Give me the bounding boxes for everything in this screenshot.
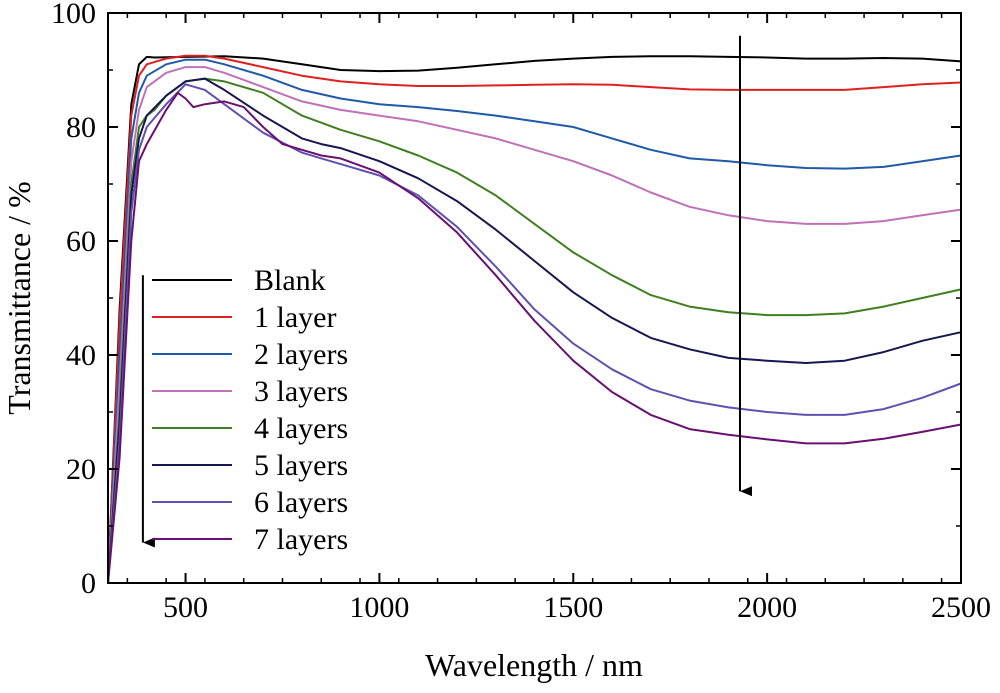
series-line-7 xyxy=(107,91,962,584)
legend-label-3: 3 layers xyxy=(254,375,348,408)
series-line-2 xyxy=(107,58,962,584)
legend-label-2: 2 layers xyxy=(254,338,348,371)
series-line-1 xyxy=(107,54,962,584)
arrow-layer xyxy=(141,35,752,548)
x-tick-label: 500 xyxy=(163,591,208,624)
y-tick-label: 0 xyxy=(81,567,96,600)
y-tick-label: 80 xyxy=(66,111,96,144)
legend-label-4: 4 layers xyxy=(254,412,348,445)
legend-label-0: Blank xyxy=(254,264,326,297)
series-line-5 xyxy=(107,77,962,584)
y-tick-label: 40 xyxy=(66,339,96,372)
legend: Blank 1 layer 2 layers 3 layers 4 layers 5 la… xyxy=(152,264,348,556)
series-line-4 xyxy=(107,77,962,584)
legend-label-6: 6 layers xyxy=(254,486,348,519)
tick-layer: 500 1000 1500 2000 2500 0 20 40 60 80 100 xyxy=(51,0,991,624)
series-line-6 xyxy=(107,83,962,584)
x-axis-title: Wavelength / nm xyxy=(425,647,643,683)
legend-label-1: 1 layer xyxy=(254,301,336,334)
x-tick-label: 2000 xyxy=(737,591,797,624)
y-axis-title: Transmittance / % xyxy=(1,181,37,414)
series-layer xyxy=(107,54,962,584)
legend-label-7: 7 layers xyxy=(254,523,348,556)
y-tick-label: 60 xyxy=(66,225,96,258)
x-tick-label: 1500 xyxy=(543,591,603,624)
series-line-3 xyxy=(107,66,962,584)
y-tick-label: 20 xyxy=(66,453,96,486)
x-tick-label: 2500 xyxy=(931,591,991,624)
x-tick-label: 1000 xyxy=(349,591,409,624)
legend-label-5: 5 layers xyxy=(254,449,348,482)
y-tick-label: 100 xyxy=(51,0,96,30)
series-line-0 xyxy=(107,55,962,584)
